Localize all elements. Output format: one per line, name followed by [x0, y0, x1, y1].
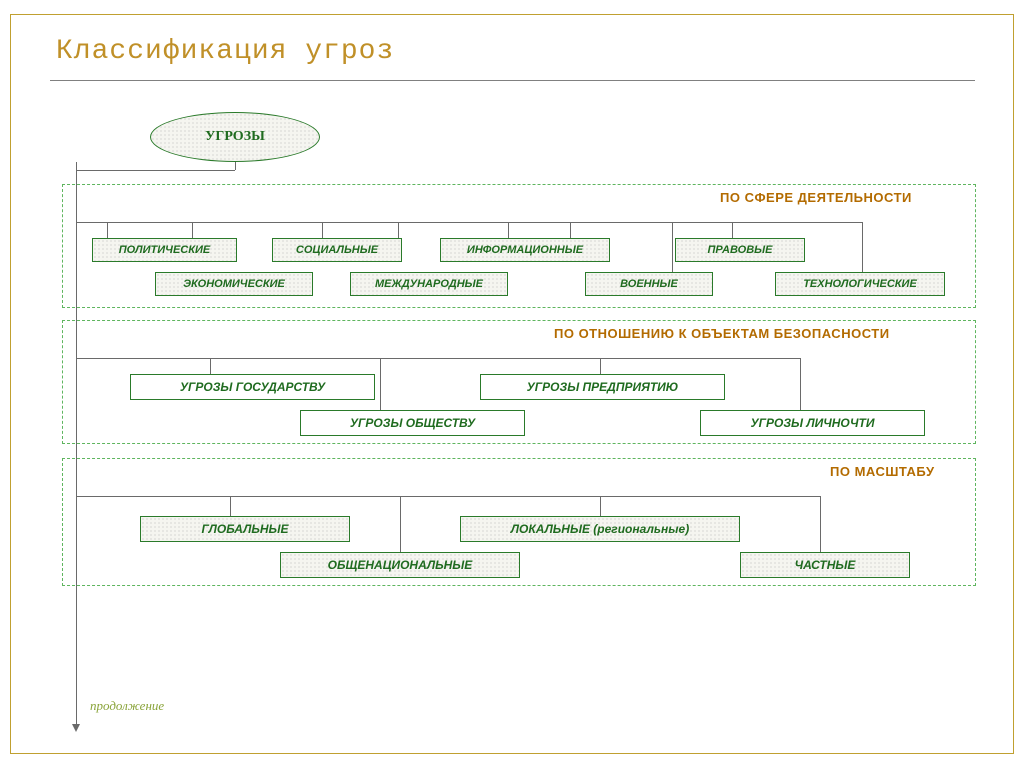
- node-sphere-2: ИНФОРМАЦИОННЫЕ: [440, 238, 610, 262]
- node-sphere-6: ВОЕННЫЕ: [585, 272, 713, 296]
- root-label: УГРОЗЫ: [205, 129, 265, 145]
- node-scale-3: ЧАСТНЫЕ: [740, 552, 910, 578]
- connector-v: [862, 222, 863, 272]
- connector-v: [800, 358, 801, 410]
- node-objects-3: УГРОЗЫ ЛИЧНОЧТИ: [700, 410, 925, 436]
- node-scale-1: ЛОКАЛЬНЫЕ (региональные): [460, 516, 740, 542]
- connector-v: [508, 222, 509, 238]
- connector-v: [732, 222, 733, 238]
- node-sphere-5: МЕЖДУНАРОДНЫЕ: [350, 272, 508, 296]
- node-scale-2: ОБЩЕНАЦИОНАЛЬНЫЕ: [280, 552, 520, 578]
- title-rule: [50, 80, 975, 81]
- root-node: УГРОЗЫ: [150, 112, 320, 162]
- group-title-objects: ПО ОТНОШЕНИЮ К ОБЪЕКТАМ БЕЗОПАСНОСТИ: [554, 326, 890, 341]
- connector-v: [210, 358, 211, 374]
- node-objects-1: УГРОЗЫ ПРЕДПРИЯТИЮ: [480, 374, 725, 400]
- node-sphere-1: СОЦИАЛЬНЫЕ: [272, 238, 402, 262]
- connector-v: [380, 358, 381, 410]
- connector-v: [570, 222, 571, 238]
- node-objects-2: УГРОЗЫ ОБЩЕСТВУ: [300, 410, 525, 436]
- connector-v: [235, 162, 236, 170]
- continuation-label: продолжение: [90, 698, 164, 714]
- slide-title: Классификация угроз: [56, 36, 394, 67]
- connector-v: [820, 496, 821, 552]
- connector-v: [672, 222, 673, 272]
- connector-v: [107, 222, 108, 238]
- connector-v: [192, 222, 193, 238]
- connector-h: [76, 222, 862, 223]
- connector-h: [76, 358, 800, 359]
- node-sphere-3: ПРАВОВЫЕ: [675, 238, 805, 262]
- connector-h: [76, 170, 235, 171]
- group-title-sphere: ПО СФЕРЕ ДЕЯТЕЛЬНОСТИ: [720, 190, 912, 205]
- node-objects-0: УГРОЗЫ ГОСУДАРСТВУ: [130, 374, 375, 400]
- connector-v: [400, 496, 401, 552]
- connector-v: [230, 496, 231, 516]
- node-sphere-0: ПОЛИТИЧЕСКИЕ: [92, 238, 237, 262]
- connector-v: [600, 358, 601, 374]
- node-scale-0: ГЛОБАЛЬНЫЕ: [140, 516, 350, 542]
- connector-v: [322, 222, 323, 238]
- connector-v: [398, 222, 399, 238]
- spine-arrow: [72, 724, 80, 732]
- connector-v: [600, 496, 601, 516]
- connector-h: [76, 496, 820, 497]
- node-sphere-7: ТЕХНОЛОГИЧЕСКИЕ: [775, 272, 945, 296]
- node-sphere-4: ЭКОНОМИЧЕСКИЕ: [155, 272, 313, 296]
- group-title-scale: ПО МАСШТАБУ: [830, 464, 935, 479]
